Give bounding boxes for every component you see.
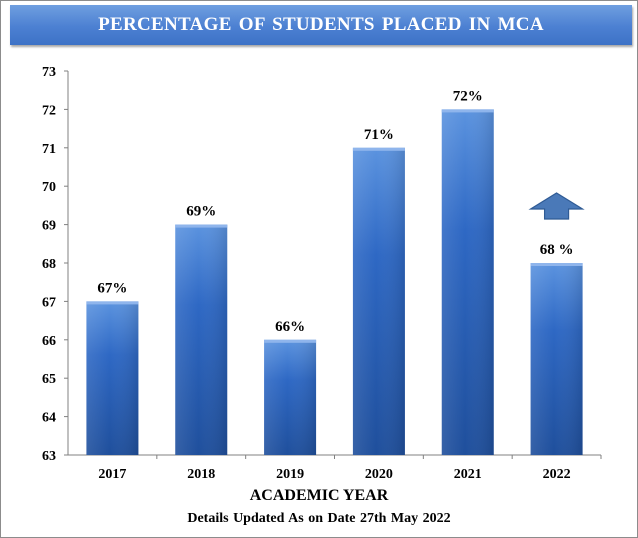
data-label-2017: 67% [97,280,127,296]
x-tick-label: 2018 [187,467,215,482]
y-tick-label: 63 [42,449,56,464]
x-tick-label: 2019 [276,467,304,482]
up-arrow-icon [528,192,585,220]
y-tick-label: 67 [42,295,56,310]
bar-sheen-2021 [441,109,494,456]
bar-sheen-2018 [175,224,228,455]
bar-top-edge-2019 [264,339,317,343]
bar-top-edge-2022 [530,263,583,266]
bar-sheen-2020 [352,147,405,456]
bar-top-edge-2020 [352,147,405,151]
bar-top-edge-2017 [86,301,139,305]
y-tick-label: 73 [42,65,56,80]
y-tick-label: 72 [42,103,56,118]
chart-title: PERCENTAGE OF STUDENTS PLACED IN MCA [98,14,544,35]
y-tick-label: 68 [42,257,56,272]
y-tick-label: 64 [42,411,56,426]
y-tick-label: 70 [42,180,56,195]
data-label-2020: 71% [364,127,394,143]
bar-sheen-2022 [530,263,583,455]
bar-sheen-2017 [86,301,139,455]
bar-top-edge-2021 [441,109,494,113]
x-tick-label: 2022 [543,467,571,482]
y-tick-label: 71 [42,142,56,157]
data-label-2022: 68 % [540,242,574,258]
data-label-2019: 66% [275,319,305,335]
y-tick-label: 65 [42,372,56,387]
chart-footnote: Details Updated As on Date 27th May 2022 [187,511,451,526]
chart-title-bar: PERCENTAGE OF STUDENTS PLACED IN MCA [10,5,632,45]
y-tick-label: 66 [42,334,56,349]
x-axis-title: ACADEMIC YEAR [249,487,389,504]
x-tick-label: 2017 [98,467,126,482]
y-tick-label: 69 [42,219,56,234]
data-label-2021: 72% [453,88,483,104]
x-tick-label: 2021 [454,467,482,482]
x-tick-label: 2020 [365,467,393,482]
bar-sheen-2019 [264,339,317,455]
bar-top-edge-2018 [175,224,228,228]
data-label-2018: 69% [186,204,216,220]
